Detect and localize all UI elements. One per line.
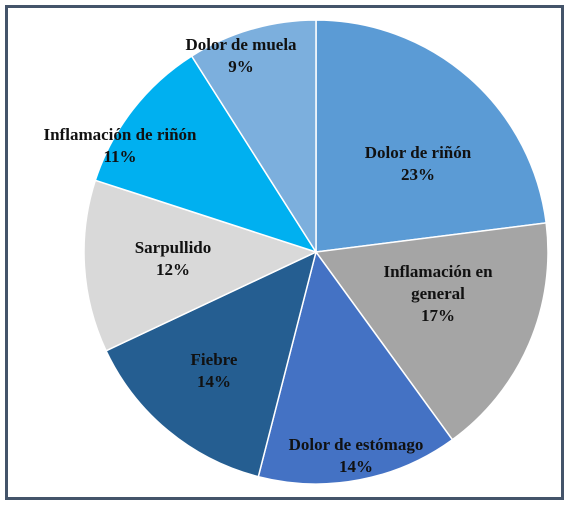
slice-percent: 23% [401, 165, 435, 184]
slice-label-dolor-de-muela: Dolor de muela 9% [185, 35, 297, 76]
slice-label-inflamacion-de-rinon: Inflamación de riñón 11% [43, 125, 197, 166]
pie-slice-dolor-de-estomago [257, 250, 454, 485]
pie-labels: Dolor de riñón 23% Inflamación en general 17… [43, 35, 493, 476]
pie-slice-inflamacion-en-general [314, 222, 549, 441]
pie-slices [83, 19, 549, 485]
slice-percent: 17% [421, 306, 455, 325]
slice-category: general [411, 284, 465, 303]
slice-label-fiebre: Fiebre 14% [191, 350, 238, 391]
slice-percent: 14% [197, 372, 231, 391]
slice-label-inflamacion-en-general: Inflamación en general 17% [383, 262, 493, 325]
slice-label-sarpullido: Sarpullido 12% [135, 238, 212, 279]
slice-percent: 9% [228, 57, 254, 76]
pie-slice-dolor-de-muela [190, 19, 317, 255]
slice-percent: 12% [156, 260, 190, 279]
slice-category: Fiebre [191, 350, 238, 369]
pie-slice-fiebre [105, 250, 318, 478]
slice-category: Dolor de estómago [289, 435, 424, 454]
slice-percent: 14% [339, 457, 373, 476]
pie-slice-inflamacion-de-rinon [94, 55, 318, 254]
slice-category: Dolor de riñón [365, 143, 472, 162]
slice-percent: 11% [103, 147, 136, 166]
slice-category: Inflamación en [383, 262, 493, 281]
pie-slice-dolor-de-rinon [315, 19, 548, 253]
slice-category: Sarpullido [135, 238, 212, 257]
slice-label-dolor-de-rinon: Dolor de riñón 23% [365, 143, 472, 184]
slice-label-dolor-de-estomago: Dolor de estómago 14% [289, 435, 424, 476]
slice-category: Dolor de muela [185, 35, 297, 54]
pie-slice-sarpullido [83, 179, 319, 352]
slice-category: Inflamación de riñón [43, 125, 197, 144]
